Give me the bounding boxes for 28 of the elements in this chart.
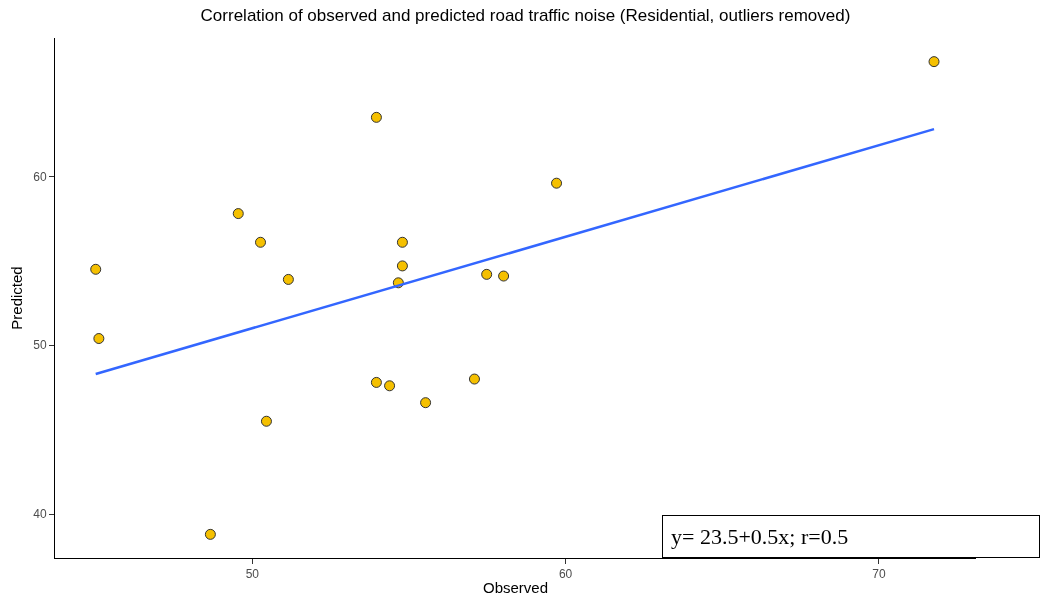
point	[396, 236, 408, 248]
y-tick-label: 40	[33, 507, 47, 522]
y-axis-title: Predicted	[8, 266, 26, 330]
point	[232, 208, 244, 220]
point	[551, 177, 563, 189]
point	[370, 376, 382, 388]
point	[93, 333, 105, 345]
point	[468, 373, 480, 385]
point	[282, 273, 294, 285]
x-tick-label: 60	[558, 567, 573, 582]
point	[498, 270, 510, 282]
chart-title: Correlation of observed and predicted road traffic noise (Residential, outliers removed)	[200, 5, 851, 25]
point	[384, 380, 396, 392]
point	[420, 397, 432, 409]
point	[255, 236, 266, 248]
point	[481, 268, 493, 280]
y-tick-label: 60	[33, 169, 47, 184]
x-tick-label: 50	[245, 567, 260, 582]
x-axis-title: Observed	[482, 579, 549, 597]
point	[204, 528, 216, 540]
y-tick-label: 50	[33, 338, 47, 353]
point	[396, 260, 408, 272]
point	[260, 415, 272, 427]
point	[90, 263, 102, 275]
annotation: y= 23.5+0.5x; r=0.5	[671, 524, 849, 549]
point	[370, 111, 382, 123]
point	[928, 56, 940, 68]
x-tick-label: 70	[872, 567, 886, 582]
